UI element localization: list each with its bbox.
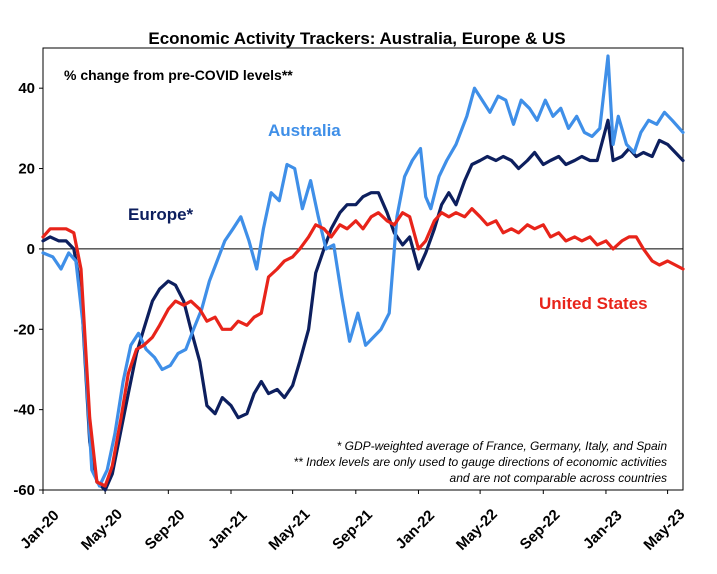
series-lines — [41, 54, 685, 492]
series-line-united-states — [41, 207, 685, 488]
series-labels: Australia Europe* United States — [128, 121, 648, 313]
note-line-2: ** Index levels are only used to gauge d… — [293, 455, 667, 469]
y-tick-label: 0 — [27, 241, 35, 258]
x-tick-label: Jan-20 — [17, 507, 63, 553]
x-tick-label: May-23 — [640, 506, 688, 554]
y-tick-label: 20 — [18, 161, 35, 178]
series-line-europe — [41, 118, 685, 492]
series-label-australia: Australia — [268, 121, 341, 140]
y-axis: 40 20 0 -20 -40 -60 — [13, 80, 683, 499]
x-tick-label: May-20 — [78, 506, 126, 554]
x-tick-label: May-21 — [265, 506, 313, 554]
x-tick-label: Jan-23 — [580, 507, 626, 553]
x-axis: Jan-20 May-20 Sep-20 Jan-21 May-21 Sep-21 Jan-… — [17, 490, 688, 554]
chart-title: Economic Activity Trackers: Australia, E… — [148, 29, 565, 48]
series-label-europe: Europe* — [128, 205, 194, 224]
note-line-1: * GDP-weighted average of France, German… — [337, 439, 668, 453]
x-tick-label: Jan-21 — [205, 507, 251, 553]
series-line-australia — [41, 54, 685, 488]
y-tick-label: -20 — [13, 321, 35, 338]
y-tick-label: -40 — [13, 402, 35, 419]
plot-frame — [42, 47, 684, 491]
y-tick-label: 40 — [18, 80, 35, 97]
x-tick-label: Sep-20 — [142, 506, 189, 553]
y-tick-label: -60 — [13, 482, 35, 499]
x-tick-label: Sep-21 — [329, 506, 376, 553]
chart-subtitle: % change from pre-COVID levels** — [64, 67, 293, 83]
note-line-3: and are not comparable across countries — [450, 471, 667, 485]
chart-notes: * GDP-weighted average of France, German… — [293, 439, 667, 485]
series-label-united-states: United States — [539, 294, 648, 313]
x-tick-label: May-22 — [453, 506, 501, 554]
x-tick-label: Sep-22 — [517, 506, 564, 553]
x-tick-label: Jan-22 — [392, 507, 438, 553]
